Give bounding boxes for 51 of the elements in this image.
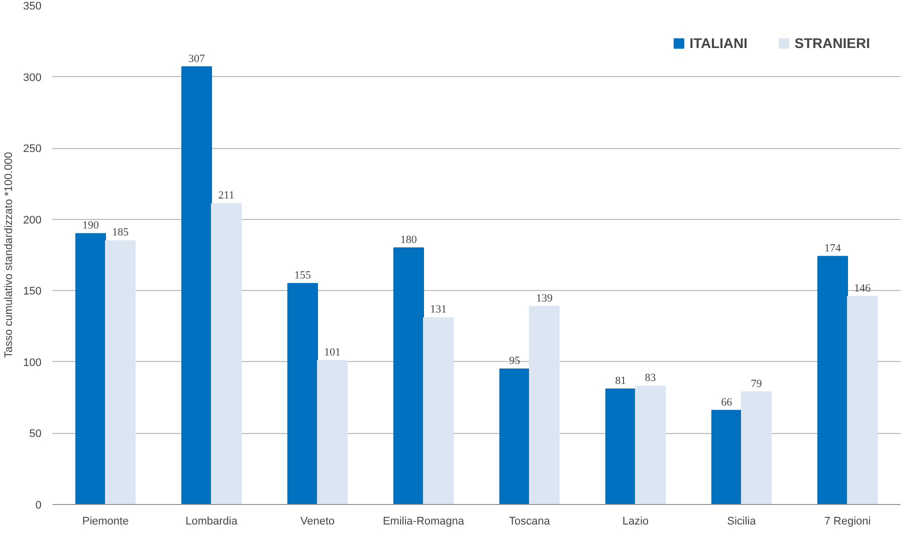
data-label: 180: [400, 234, 418, 246]
data-label: 307: [188, 52, 206, 65]
data-label: 185: [112, 226, 130, 239]
x-tick-label: Veneto: [300, 516, 335, 528]
data-label: 139: [536, 292, 554, 304]
x-tick-label: Lazio: [622, 516, 649, 528]
y-tick-label: 100: [23, 356, 42, 369]
data-label: 131: [430, 304, 447, 316]
y-axis-title: Tasso cumulativo standardizzato *100.000: [3, 152, 16, 358]
x-tick-label: Emilia-Romagna: [382, 516, 466, 528]
x-tick-label: Sicilia: [727, 516, 757, 528]
bar: [423, 317, 454, 504]
data-label: 155: [294, 270, 312, 282]
y-tick-label: 250: [23, 143, 42, 156]
bar: [393, 247, 424, 504]
bar: [711, 410, 742, 504]
data-label: 81: [615, 375, 626, 388]
data-label: 211: [218, 190, 234, 202]
x-tick-label: Lombardia: [186, 516, 238, 528]
bar: [847, 296, 878, 504]
bar: [181, 66, 212, 504]
y-tick-label: 150: [23, 286, 42, 298]
bar: [817, 256, 848, 504]
bar: [287, 283, 318, 504]
y-tick-label: 300: [23, 72, 42, 84]
x-tick-label: Piemonte: [82, 516, 129, 528]
data-label: 83: [644, 372, 656, 384]
data-label: 146: [854, 282, 872, 294]
data-label: 79: [750, 378, 762, 390]
legend-label: STRANIERI: [794, 35, 870, 51]
bar: [635, 386, 666, 504]
bar: [75, 233, 106, 504]
bar: [529, 306, 560, 504]
bar: [499, 368, 530, 504]
data-label: 95: [509, 355, 521, 368]
data-label: 66: [721, 396, 733, 408]
y-tick-label: 50: [29, 428, 42, 440]
data-label: 174: [824, 242, 842, 254]
y-tick-label: 0: [35, 500, 42, 512]
legend-label: ITALIANI: [689, 35, 748, 51]
x-tick-label: 7 Regioni: [824, 516, 871, 528]
bar: [605, 388, 636, 504]
bar: [317, 360, 348, 504]
bar: [741, 391, 772, 504]
bar: [105, 240, 136, 504]
bar: [211, 203, 242, 504]
data-label: 101: [324, 346, 341, 359]
y-tick-label: 350: [23, 0, 42, 12]
data-label: 190: [82, 220, 100, 232]
y-tick-label: 200: [23, 214, 42, 226]
x-tick-label: Toscana: [509, 516, 551, 528]
